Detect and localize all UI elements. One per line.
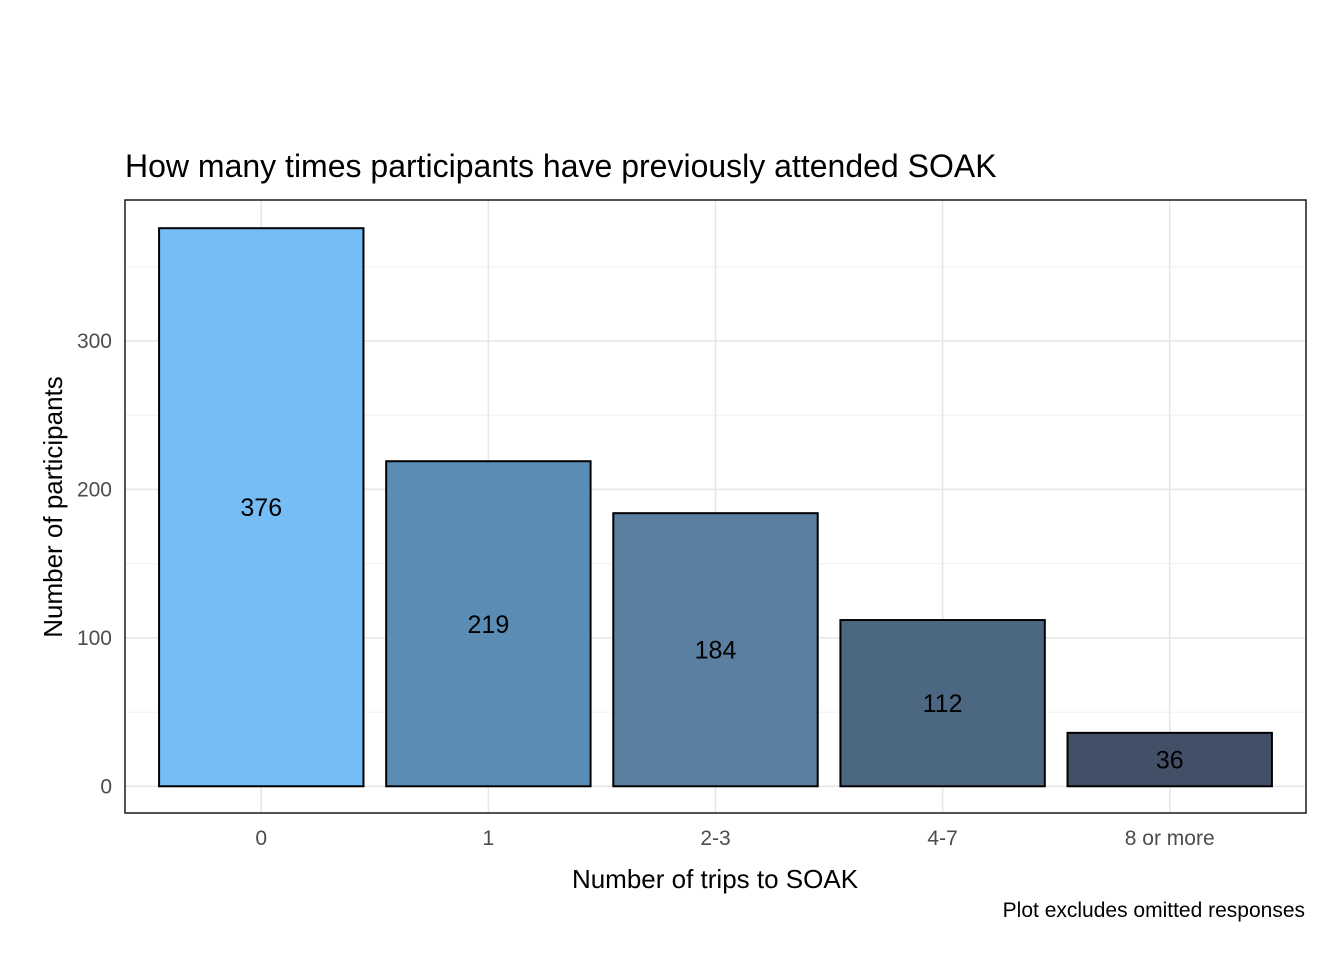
- x-tick-label: 1: [483, 827, 495, 850]
- bar-8-or-more: [1066, 731, 1273, 788]
- bar-value-label: 112: [923, 690, 963, 718]
- y-tick-label: 100: [77, 627, 112, 650]
- y-tick-label: 200: [77, 478, 112, 501]
- bar-0: [158, 227, 365, 788]
- bars: [158, 227, 1273, 788]
- x-tick-label: 4-7: [927, 827, 957, 850]
- chart-title: How many times participants have previou…: [125, 148, 997, 184]
- bar-1: [385, 460, 592, 788]
- y-axis-title: Number of participants: [38, 376, 68, 638]
- x-axis-ticks: 0 1 2-3 4-7 8 or more: [255, 827, 1214, 850]
- x-tick-label: 8 or more: [1125, 827, 1215, 850]
- y-axis-ticks: 0 100 200 300: [77, 330, 112, 798]
- plot-panel-border: [124, 199, 1307, 814]
- bar-value-label: 219: [468, 611, 510, 639]
- bar-2-3: [612, 512, 819, 788]
- y-tick-label: 300: [77, 330, 112, 353]
- bar-data-labels: 376 219 184 112 36: [240, 494, 1183, 774]
- bar-value-label: 184: [695, 637, 737, 665]
- bar-value-label: 376: [240, 494, 282, 522]
- x-tick-label: 0: [255, 827, 267, 850]
- y-tick-label: 0: [100, 775, 112, 798]
- x-axis-title: Number of trips to SOAK: [572, 864, 859, 894]
- chart-caption: Plot excludes omitted responses: [1003, 899, 1305, 922]
- bar-4-7: [839, 619, 1046, 788]
- bar-value-label: 36: [1156, 747, 1184, 775]
- x-tick-label: 2-3: [700, 827, 730, 850]
